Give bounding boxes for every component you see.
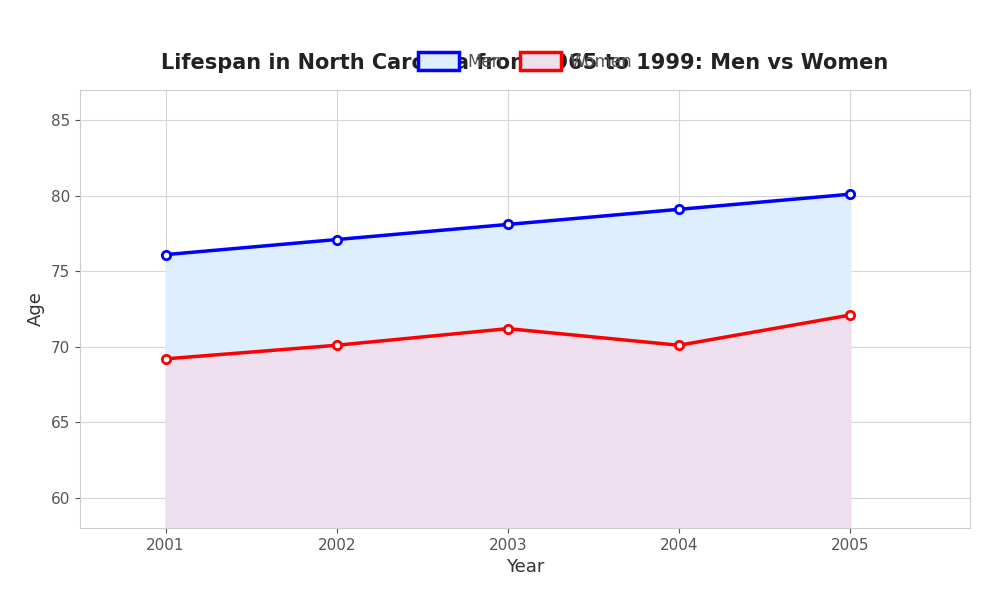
Y-axis label: Age: Age — [27, 292, 45, 326]
Legend: Men, Women: Men, Women — [411, 46, 639, 77]
Title: Lifespan in North Carolina from 1965 to 1999: Men vs Women: Lifespan in North Carolina from 1965 to … — [161, 53, 889, 73]
X-axis label: Year: Year — [506, 558, 544, 576]
